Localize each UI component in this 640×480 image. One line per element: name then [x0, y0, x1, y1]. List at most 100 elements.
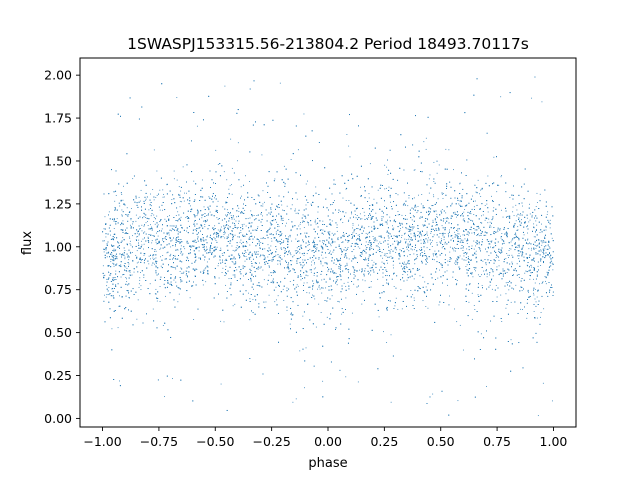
data-point	[104, 240, 105, 242]
data-point	[514, 269, 516, 271]
data-point	[304, 387, 305, 389]
data-point	[396, 240, 398, 242]
data-point	[321, 292, 323, 294]
data-point	[368, 226, 370, 228]
data-point	[368, 197, 370, 199]
data-point	[462, 239, 464, 241]
data-point	[476, 243, 478, 245]
data-point	[404, 250, 405, 252]
data-point	[436, 172, 438, 174]
data-point	[129, 271, 131, 273]
data-point	[122, 199, 124, 201]
data-point	[464, 221, 466, 223]
data-point	[341, 313, 343, 315]
data-point	[153, 217, 155, 218]
data-point	[533, 236, 535, 238]
data-point	[351, 213, 353, 215]
data-point	[353, 255, 355, 257]
data-point	[489, 243, 491, 245]
data-point	[496, 296, 498, 298]
data-point	[322, 220, 324, 222]
data-point	[547, 211, 549, 213]
data-point	[235, 261, 237, 263]
data-point	[478, 235, 480, 237]
data-point	[522, 205, 523, 207]
data-point	[185, 217, 187, 218]
data-point	[409, 241, 411, 243]
data-point	[378, 316, 380, 318]
data-point	[388, 186, 390, 188]
data-point	[345, 188, 347, 190]
data-point	[175, 215, 177, 216]
data-point	[292, 401, 294, 403]
data-point	[447, 218, 449, 220]
data-point	[418, 240, 420, 242]
data-point	[294, 250, 296, 252]
data-point	[413, 235, 415, 237]
data-point	[230, 233, 232, 235]
data-point	[334, 241, 336, 243]
data-point	[143, 243, 145, 245]
data-point	[417, 231, 419, 232]
data-point	[419, 249, 420, 251]
data-point	[420, 216, 422, 218]
data-point	[160, 247, 162, 249]
data-point	[229, 240, 231, 242]
data-point	[108, 211, 110, 213]
data-point	[390, 334, 392, 336]
data-point	[292, 226, 294, 228]
data-point	[143, 216, 145, 218]
data-point	[348, 200, 350, 201]
data-points	[102, 76, 554, 417]
data-point	[331, 220, 333, 222]
data-point	[403, 202, 405, 204]
data-point	[403, 266, 405, 268]
data-point	[401, 214, 403, 216]
data-point	[127, 256, 129, 257]
data-point	[281, 249, 283, 250]
data-point	[300, 222, 302, 223]
data-point	[489, 224, 491, 226]
data-point	[123, 185, 124, 187]
data-point	[140, 228, 141, 230]
data-point	[352, 223, 354, 224]
data-point	[511, 239, 513, 241]
data-point	[518, 255, 520, 257]
data-point	[240, 243, 242, 245]
data-point	[390, 401, 392, 403]
data-point	[418, 234, 420, 236]
data-point	[298, 213, 299, 215]
data-point	[193, 180, 195, 182]
data-point	[259, 248, 261, 250]
data-point	[288, 250, 290, 252]
data-point	[520, 308, 522, 310]
data-point	[267, 283, 268, 285]
data-point	[220, 226, 222, 228]
data-point	[531, 97, 533, 99]
data-point	[369, 163, 371, 165]
data-point	[291, 204, 293, 206]
data-point	[321, 279, 323, 281]
data-point	[344, 247, 346, 248]
data-point	[221, 253, 223, 255]
data-point	[155, 288, 157, 290]
data-point	[463, 246, 464, 248]
data-point	[270, 238, 272, 240]
data-point	[424, 250, 426, 252]
data-point	[500, 237, 502, 239]
data-point	[455, 261, 457, 263]
data-point	[316, 249, 318, 251]
data-point	[347, 241, 349, 243]
data-point	[275, 299, 277, 301]
data-point	[135, 214, 137, 216]
data-point	[372, 236, 374, 237]
data-point	[527, 238, 529, 240]
data-point	[200, 230, 201, 232]
data-point	[173, 225, 175, 227]
data-point	[463, 218, 465, 220]
data-point	[194, 269, 196, 271]
data-point	[276, 248, 278, 250]
data-point	[491, 240, 493, 242]
data-point	[505, 282, 507, 284]
data-point	[127, 255, 129, 256]
